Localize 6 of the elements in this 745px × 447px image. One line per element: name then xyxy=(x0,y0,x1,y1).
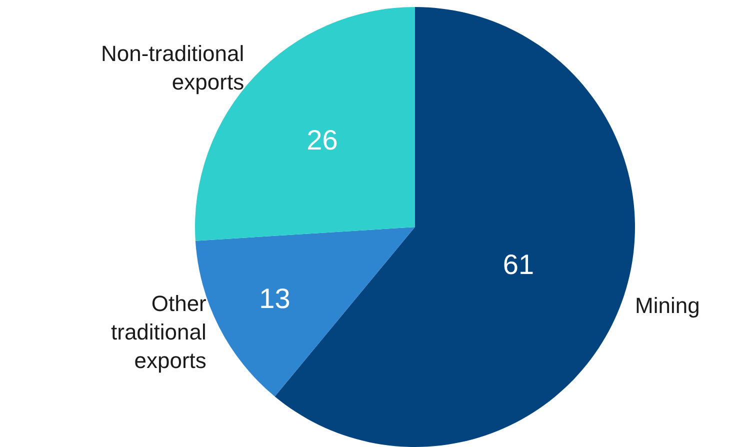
data-label: 13 xyxy=(259,282,290,314)
slice-label: Mining xyxy=(635,293,700,318)
slice-label: Non-traditional exports xyxy=(101,41,244,95)
data-label: 61 xyxy=(502,248,534,280)
data-label: 26 xyxy=(306,124,338,156)
slice-label: Other traditional exports xyxy=(111,291,206,374)
